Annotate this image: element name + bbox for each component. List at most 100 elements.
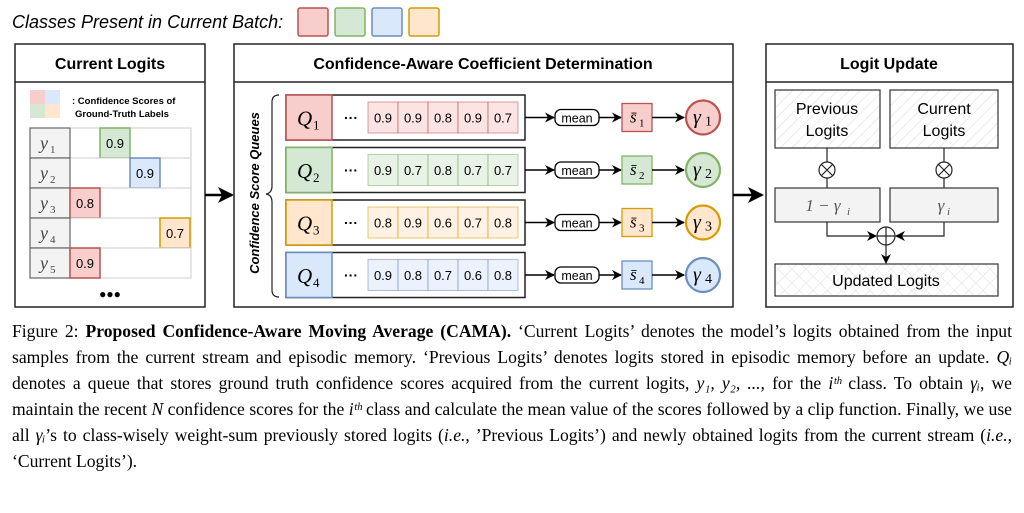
queue-score-cell — [487, 154, 519, 186]
queue-score-cell — [427, 154, 459, 186]
updated-logits-label: Updated Logits — [832, 273, 940, 290]
logit-row: y 2 0.9 — [29, 157, 192, 189]
mean-score-label: s̄ — [630, 265, 637, 284]
queue-score-value: 0.8 — [434, 111, 452, 126]
logit-row: y 1 0.9 — [29, 127, 192, 159]
caption-text: , we maintain the recent — [12, 373, 1012, 419]
mean-score-subscript: 3 — [639, 223, 645, 235]
logit-update-title: Logit Update — [840, 56, 938, 73]
caption-text: class. To obtain — [841, 373, 971, 393]
queue-score-cell — [487, 259, 519, 291]
queue-ellipsis: ··· — [344, 267, 358, 283]
gamma-subscript: 1 — [705, 115, 712, 130]
caption-math: γᵢ — [35, 425, 46, 445]
queue-label-box — [285, 94, 333, 141]
current-logits-label-2: Logits — [923, 123, 966, 140]
gamma-symbol: γ — [693, 159, 702, 181]
queue-score-value: 0.6 — [434, 216, 452, 231]
updated-logits-box — [774, 263, 999, 297]
mean-label: mean — [561, 269, 592, 283]
caption-text: i.e. — [986, 425, 1008, 445]
previous-logits-label-1: Previous — [796, 101, 858, 118]
logit-update-panel: Logit Update Previous Logits Current Log… — [765, 43, 1014, 308]
current-logits-label-1: Current — [917, 101, 971, 118]
queue-score-cell — [367, 206, 399, 239]
queue-score-value: 0.7 — [434, 268, 452, 283]
row-label-subscript: 3 — [50, 204, 56, 216]
queue-score-value: 0.8 — [494, 268, 512, 283]
queue-score-cell — [487, 101, 519, 134]
row-label-subscript: 1 — [50, 144, 56, 156]
queue-label: Q — [297, 212, 312, 236]
queue-score-cell — [427, 101, 459, 134]
queue-score-value: 0.7 — [404, 163, 422, 178]
cama-diagram: Classes Present in Current Batch: Curren… — [12, 7, 1014, 308]
queue-score-value: 0.9 — [464, 111, 482, 126]
logit-row-label-cell — [29, 157, 71, 189]
mean-score-label: s̄ — [630, 213, 637, 232]
confidence-score-cell — [159, 217, 191, 249]
caption-math: iᵗʰ — [828, 373, 842, 393]
caption-math: N — [151, 399, 164, 419]
mean-score-subscript: 1 — [639, 118, 645, 130]
confidence-score-value: 0.9 — [76, 256, 94, 271]
gamma-symbol: γ — [693, 107, 702, 129]
caption-text: ’s to class-wisely weight-sum previously… — [45, 425, 444, 445]
mean-score-subscript: 2 — [639, 170, 645, 182]
gamma-subscript: 3 — [705, 220, 712, 235]
queue-label: Q — [297, 264, 312, 288]
caption-text: ‘Current Logits’ denotes the model’s log… — [12, 321, 1012, 367]
one-minus-gamma-label: 1 − γ — [805, 196, 841, 215]
caption-text: for the — [764, 373, 829, 393]
caption-text: confidence scores for the — [163, 399, 349, 419]
gamma-subscript: 2 — [705, 167, 712, 182]
coefficient-title: Confidence-Aware Coefficient Determinati… — [313, 56, 652, 73]
mean-label: mean — [561, 217, 592, 231]
queue-score-value: 0.8 — [494, 216, 512, 231]
more-rows-dots: ●●● — [99, 287, 121, 301]
confidence-score-value: 0.9 — [136, 166, 154, 181]
queue-score-value: 0.6 — [464, 268, 482, 283]
gamma-subscript: i — [947, 206, 950, 218]
queue-label: Q — [297, 107, 312, 131]
queue-score-cell — [367, 154, 399, 186]
previous-logits-label-2: Logits — [806, 123, 849, 140]
legend-square-blue — [371, 7, 403, 37]
gamma-symbol: γ — [693, 212, 702, 234]
mean-score-box — [621, 102, 653, 133]
queue-label-subscript: 1 — [313, 118, 320, 133]
queue-row: Q 4 ··· 0.9 0.8 0.7 0.6 0.8 mean s̄ 4 γ 4 — [285, 251, 722, 299]
queue-score-cell — [397, 101, 429, 134]
queue-score-cell — [397, 259, 429, 291]
caption-math: iᵗʰ — [348, 399, 362, 419]
queue-label-box — [285, 199, 333, 246]
queue-label-subscript: 2 — [313, 170, 320, 185]
legend-square-green — [334, 7, 366, 37]
gamma-label: γ — [938, 196, 946, 215]
gamma-subscript: 4 — [705, 272, 712, 287]
legend-square-orange — [408, 7, 440, 37]
queue-score-cell — [427, 206, 459, 239]
gamma-circle — [684, 204, 722, 241]
caption-text: , ‘Current Logits’). — [12, 425, 1012, 471]
caption-text: , ’Previous Logits’) and newly obtained … — [465, 425, 987, 445]
row-label: y — [38, 223, 48, 243]
logit-row-label-cell — [29, 187, 71, 219]
queue-score-value: 0.9 — [404, 216, 422, 231]
queues-brace — [265, 94, 280, 298]
queue-score-value: 0.8 — [434, 163, 452, 178]
mean-label: mean — [561, 112, 592, 126]
queue-row: Q 1 ··· 0.9 0.9 0.8 0.9 0.7 mean s̄ 1 γ 1 — [285, 94, 722, 141]
queue-label-subscript: 4 — [313, 275, 320, 290]
queue-label: Q — [297, 159, 312, 183]
queue-ellipsis: ··· — [344, 162, 358, 178]
queue-score-value: 0.9 — [374, 111, 392, 126]
figure-label: Figure 2: — [12, 321, 79, 341]
queue-score-value: 0.9 — [374, 268, 392, 283]
logit-row-label-cell — [29, 217, 71, 249]
caption-math: y₁, y₂, ..., — [696, 373, 765, 393]
mean-score-subscript: 4 — [639, 275, 645, 287]
gamma-symbol: γ — [693, 264, 702, 286]
caption-math: γᵢ — [970, 373, 980, 393]
queue-label-subscript: 3 — [313, 223, 320, 238]
